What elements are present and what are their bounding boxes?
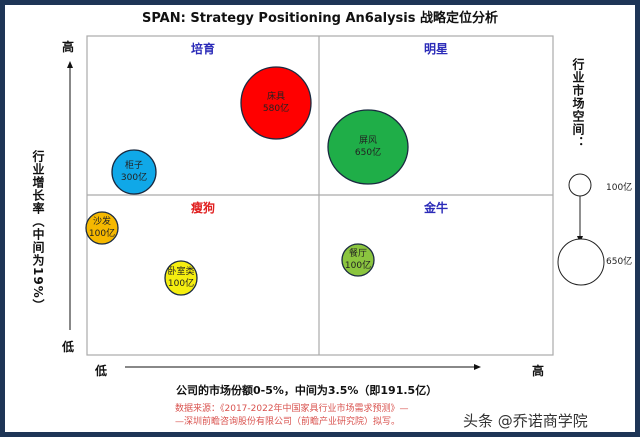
quadrant-label-cashcow: 金牛 — [424, 201, 449, 215]
bubble-name: 屏风 — [358, 136, 377, 146]
bubble-label: 床具 580亿 — [246, 91, 306, 115]
bubble-2 — [327, 109, 409, 185]
bubble-name: 沙发 — [92, 217, 111, 227]
quadrant-label-dog: 瘦狗 — [191, 201, 216, 215]
bubble-group — [85, 66, 409, 296]
bubble-name: 柜子 — [124, 161, 143, 171]
data-source-line2: —深圳前瞻咨询股份有限公司（前瞻产业研究院）拟写。 — [175, 417, 401, 427]
legend-large-label: 650亿 — [606, 257, 633, 267]
bubble-label: 沙发 100亿 — [72, 216, 132, 240]
y-axis-label: 行业增长率（中间为19%） — [31, 150, 45, 312]
y-axis-high: 高 — [62, 40, 75, 54]
bubble-0 — [240, 66, 312, 140]
bubble-name: 床具 — [266, 92, 285, 102]
quadrant-label-cultivate: 培育 — [191, 42, 216, 56]
legend-small-label: 100亿 — [606, 183, 633, 193]
bubble-1 — [111, 149, 157, 195]
bubble-4 — [164, 260, 198, 296]
bubble-label: 餐厅 100亿 — [328, 248, 388, 272]
watermark: 头条 @乔诺商学院 — [463, 412, 588, 430]
legend-small-circle — [568, 173, 592, 197]
legend-title: 行业市场空间： — [571, 58, 585, 149]
bubble-value: 100亿 — [88, 229, 116, 239]
bubble-value: 650亿 — [354, 148, 382, 158]
bubble-value: 300亿 — [120, 173, 148, 183]
chart-title: SPAN: Strategy Positioning An6alysis 战略定… — [141, 11, 499, 26]
x-axis-label: 公司的市场份额0-5%，中间为3.5%（即191.5亿） — [176, 384, 438, 397]
bubble-value: 100亿 — [344, 261, 372, 271]
bubble-5 — [341, 243, 375, 277]
bubble-3 — [85, 211, 119, 245]
y-axis-low: 低 — [62, 340, 75, 354]
bubble-label: 卧室类 100亿 — [151, 266, 211, 290]
legend-large-circle — [557, 238, 605, 286]
data-source-line1: 数据来源：《2017-2022年中国家具行业市场需求预测》— — [175, 404, 409, 414]
bubble-name: 卧室类 — [167, 267, 195, 277]
quadrant-label-star: 明星 — [424, 42, 449, 56]
bubble-value: 100亿 — [167, 279, 195, 289]
data-source: 数据来源：《2017-2022年中国家具行业市场需求预测》— —深圳前瞻咨询股份… — [175, 403, 409, 429]
bubble-label: 屏风 650亿 — [338, 135, 398, 159]
x-axis-low: 低 — [95, 364, 108, 378]
bubble-label: 柜子 300亿 — [104, 160, 164, 184]
bubble-name: 餐厅 — [348, 249, 367, 259]
bubble-value: 580亿 — [262, 104, 290, 114]
x-axis-high: 高 — [532, 364, 545, 378]
